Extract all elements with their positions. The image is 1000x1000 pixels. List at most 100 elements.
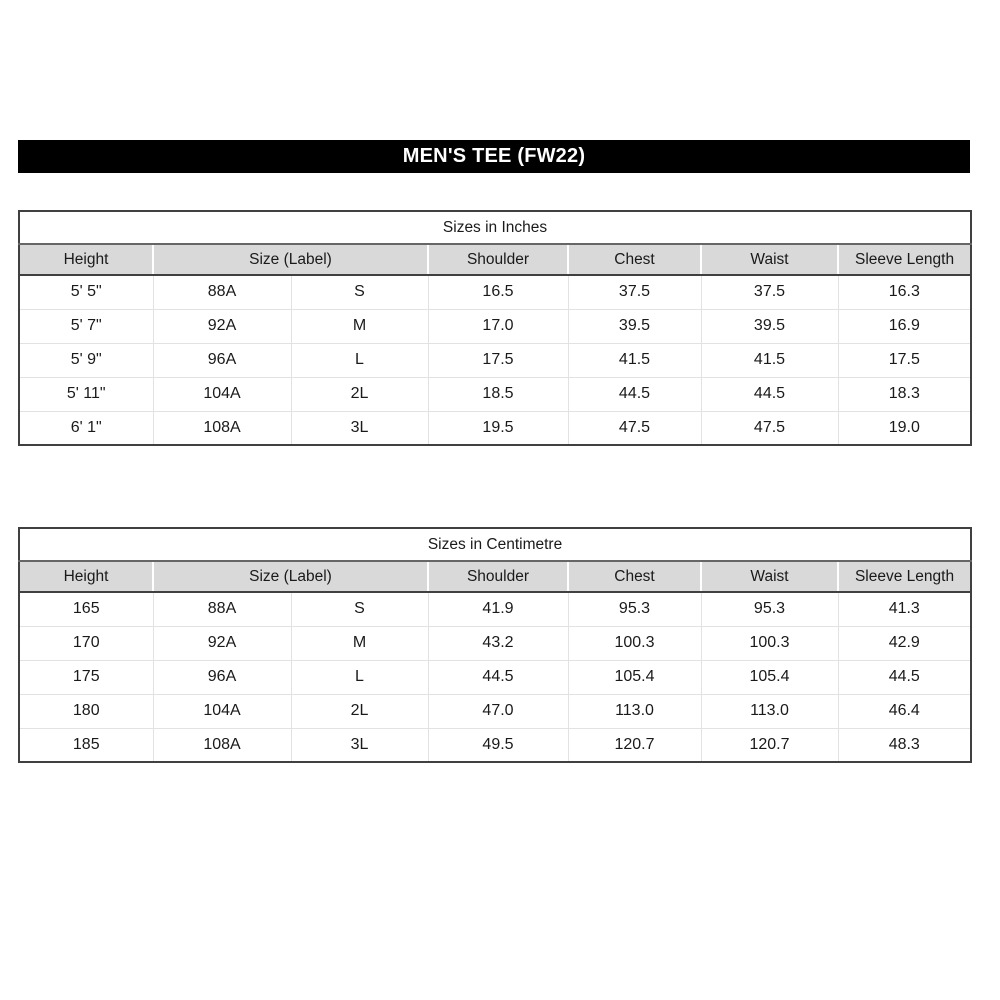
banner-title: MEN'S TEE (FW22) <box>402 145 586 167</box>
table-header-row: Height Size (Label) Shoulder Chest Waist… <box>19 561 972 593</box>
cell-height: 5' 9" <box>19 342 153 377</box>
table-title: Sizes in Inches <box>19 211 972 245</box>
cell-shoulder: 16.5 <box>427 274 568 309</box>
table-row: 180 104A 2L 47.0 113.0 113.0 46.4 <box>19 693 972 728</box>
table-row: 6' 1" 108A 3L 19.5 47.5 47.5 19.0 <box>19 410 972 445</box>
table-row: 5' 5" 88A S 16.5 37.5 37.5 16.3 <box>19 274 972 309</box>
cell-size-code: 108A <box>152 410 291 445</box>
cell-shoulder: 17.0 <box>427 308 568 343</box>
cell-shoulder: 47.0 <box>427 693 568 728</box>
column-header-waist: Waist <box>700 561 838 593</box>
cell-size-code: 96A <box>152 659 291 694</box>
cell-size-code: 92A <box>152 308 291 343</box>
cell-chest: 120.7 <box>567 727 701 762</box>
cell-waist: 105.4 <box>700 659 838 694</box>
cell-sleeve-length: 18.3 <box>837 376 972 411</box>
column-header-sleeve-length: Sleeve Length <box>836 561 972 593</box>
cell-size-code: 92A <box>152 625 291 660</box>
column-header-sleeve-length: Sleeve Length <box>836 244 972 276</box>
cell-waist: 37.5 <box>700 274 838 309</box>
cell-size-label: L <box>290 342 428 377</box>
table-row: 165 88A S 41.9 95.3 95.3 41.3 <box>19 591 972 626</box>
table-row: 5' 7" 92A M 17.0 39.5 39.5 16.9 <box>19 308 972 343</box>
cell-shoulder: 19.5 <box>427 410 568 445</box>
centimetre-size-table: Sizes in Centimetre Height Size (Label) … <box>18 527 973 763</box>
cell-shoulder: 43.2 <box>427 625 568 660</box>
cell-height: 180 <box>19 693 153 728</box>
cell-waist: 120.7 <box>700 727 838 762</box>
cell-waist: 41.5 <box>700 342 838 377</box>
cell-shoulder: 17.5 <box>427 342 568 377</box>
cell-waist: 95.3 <box>700 591 838 626</box>
cell-waist: 44.5 <box>700 376 838 411</box>
column-header-size-label: Size (Label) <box>152 561 428 593</box>
column-header-height: Height <box>19 561 153 593</box>
table-title: Sizes in Centimetre <box>19 528 972 562</box>
cell-height: 5' 7" <box>19 308 153 343</box>
column-header-chest: Chest <box>567 244 701 276</box>
cell-size-label: 2L <box>290 693 428 728</box>
table-row: 5' 11" 104A 2L 18.5 44.5 44.5 18.3 <box>19 376 972 411</box>
cell-chest: 113.0 <box>567 693 701 728</box>
table-header-row: Height Size (Label) Shoulder Chest Waist… <box>19 244 972 276</box>
cell-size-code: 108A <box>152 727 291 762</box>
table-title-row: Sizes in Inches <box>19 211 972 245</box>
cell-chest: 39.5 <box>567 308 701 343</box>
cell-size-label: S <box>290 274 428 309</box>
cell-waist: 39.5 <box>700 308 838 343</box>
cell-sleeve-length: 16.3 <box>837 274 972 309</box>
cell-chest: 44.5 <box>567 376 701 411</box>
table-row: 185 108A 3L 49.5 120.7 120.7 48.3 <box>19 727 972 762</box>
column-header-shoulder: Shoulder <box>427 561 568 593</box>
column-header-height: Height <box>19 244 153 276</box>
cell-size-label: L <box>290 659 428 694</box>
column-header-chest: Chest <box>567 561 701 593</box>
cell-size-code: 88A <box>152 591 291 626</box>
cell-shoulder: 18.5 <box>427 376 568 411</box>
cell-sleeve-length: 41.3 <box>837 591 972 626</box>
cell-sleeve-length: 42.9 <box>837 625 972 660</box>
cell-sleeve-length: 16.9 <box>837 308 972 343</box>
cell-height: 5' 11" <box>19 376 153 411</box>
cell-size-code: 104A <box>152 693 291 728</box>
cell-size-label: S <box>290 591 428 626</box>
cell-size-code: 88A <box>152 274 291 309</box>
cell-waist: 47.5 <box>700 410 838 445</box>
cell-size-code: 96A <box>152 342 291 377</box>
cell-shoulder: 41.9 <box>427 591 568 626</box>
table-row: 170 92A M 43.2 100.3 100.3 42.9 <box>19 625 972 660</box>
cell-size-label: M <box>290 308 428 343</box>
cell-chest: 95.3 <box>567 591 701 626</box>
cell-size-code: 104A <box>152 376 291 411</box>
cell-sleeve-length: 46.4 <box>837 693 972 728</box>
column-header-waist: Waist <box>700 244 838 276</box>
cell-height: 185 <box>19 727 153 762</box>
cell-shoulder: 49.5 <box>427 727 568 762</box>
cell-shoulder: 44.5 <box>427 659 568 694</box>
cell-size-label: M <box>290 625 428 660</box>
cell-sleeve-length: 19.0 <box>837 410 972 445</box>
table-title-row: Sizes in Centimetre <box>19 528 972 562</box>
cell-height: 165 <box>19 591 153 626</box>
cell-chest: 37.5 <box>567 274 701 309</box>
cell-waist: 113.0 <box>700 693 838 728</box>
cell-chest: 47.5 <box>567 410 701 445</box>
cell-height: 5' 5" <box>19 274 153 309</box>
cell-size-label: 2L <box>290 376 428 411</box>
cell-size-label: 3L <box>290 727 428 762</box>
cell-waist: 100.3 <box>700 625 838 660</box>
banner: MEN'S TEE (FW22) <box>18 140 970 173</box>
cell-height: 170 <box>19 625 153 660</box>
table-row: 175 96A L 44.5 105.4 105.4 44.5 <box>19 659 972 694</box>
cell-size-label: 3L <box>290 410 428 445</box>
column-header-shoulder: Shoulder <box>427 244 568 276</box>
cell-chest: 100.3 <box>567 625 701 660</box>
cell-sleeve-length: 48.3 <box>837 727 972 762</box>
cell-height: 175 <box>19 659 153 694</box>
cell-height: 6' 1" <box>19 410 153 445</box>
cell-sleeve-length: 44.5 <box>837 659 972 694</box>
cell-chest: 41.5 <box>567 342 701 377</box>
table-row: 5' 9" 96A L 17.5 41.5 41.5 17.5 <box>19 342 972 377</box>
cell-sleeve-length: 17.5 <box>837 342 972 377</box>
